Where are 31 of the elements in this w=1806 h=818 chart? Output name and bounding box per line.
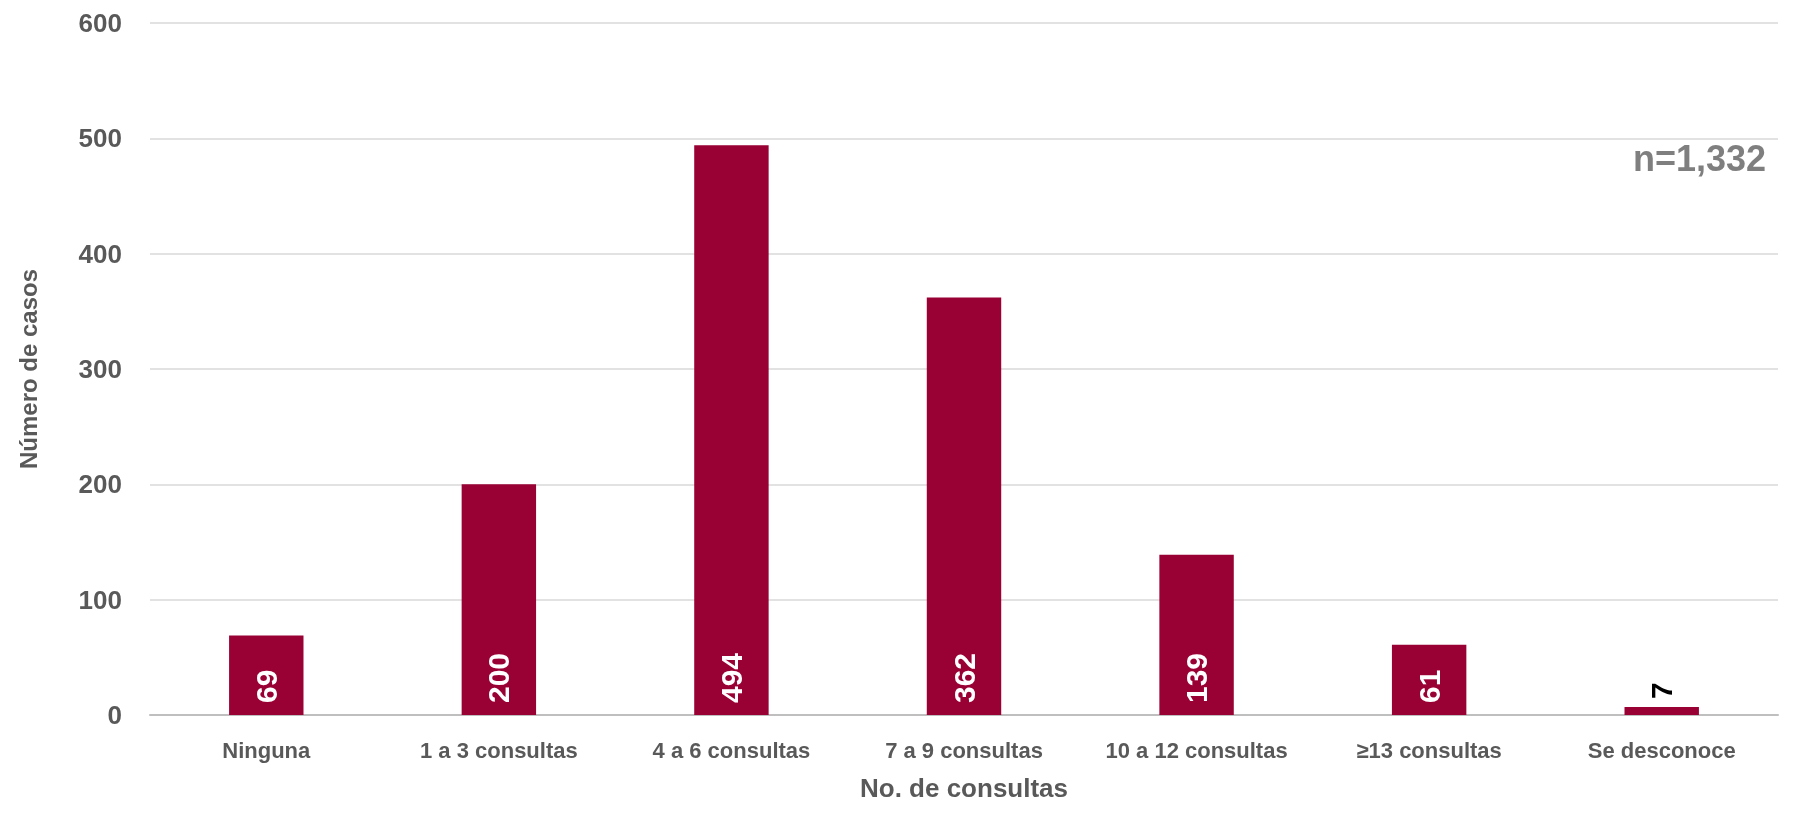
- x-tick-label: Se desconoce: [1587, 737, 1736, 763]
- annotation: n=1,332: [1632, 137, 1767, 179]
- y-tick-label: 200: [78, 469, 122, 500]
- x-tick-label: 1 a 3 consultas: [419, 737, 578, 763]
- bar: [1159, 554, 1234, 715]
- bar: [1624, 706, 1699, 715]
- y-tick-label: 100: [78, 584, 122, 615]
- y-tick-label: 0: [107, 700, 122, 730]
- data-label: 200: [482, 652, 516, 703]
- x-tick-label: ≥13 consultas: [1356, 737, 1502, 763]
- x-tick-label: 4 a 6 consultas: [652, 737, 811, 763]
- y-axis-title: Número de casos: [14, 268, 42, 470]
- data-label: 61: [1412, 669, 1446, 703]
- bar: [694, 145, 769, 715]
- bar: [1391, 644, 1467, 715]
- y-tick-label: 600: [78, 8, 122, 38]
- y-tick-label: 300: [78, 354, 122, 384]
- bar: [461, 484, 537, 715]
- bar: [229, 635, 304, 715]
- y-tick-label: 500: [78, 123, 122, 154]
- y-tick-label: 400: [78, 238, 122, 269]
- data-label: 69: [249, 669, 283, 703]
- x-axis-title: No. de consultas: [859, 773, 1069, 803]
- bar: [926, 297, 1002, 715]
- x-tick-label: 7 a 9 consultas: [885, 737, 1043, 763]
- data-label: 362: [947, 652, 981, 703]
- x-tick-label: Ninguna: [222, 737, 312, 763]
- data-label: 494: [714, 652, 748, 703]
- data-label: 139: [1180, 652, 1214, 703]
- x-tick-label: 10 a 12 consultas: [1105, 737, 1288, 763]
- data-label: 7: [1645, 682, 1679, 699]
